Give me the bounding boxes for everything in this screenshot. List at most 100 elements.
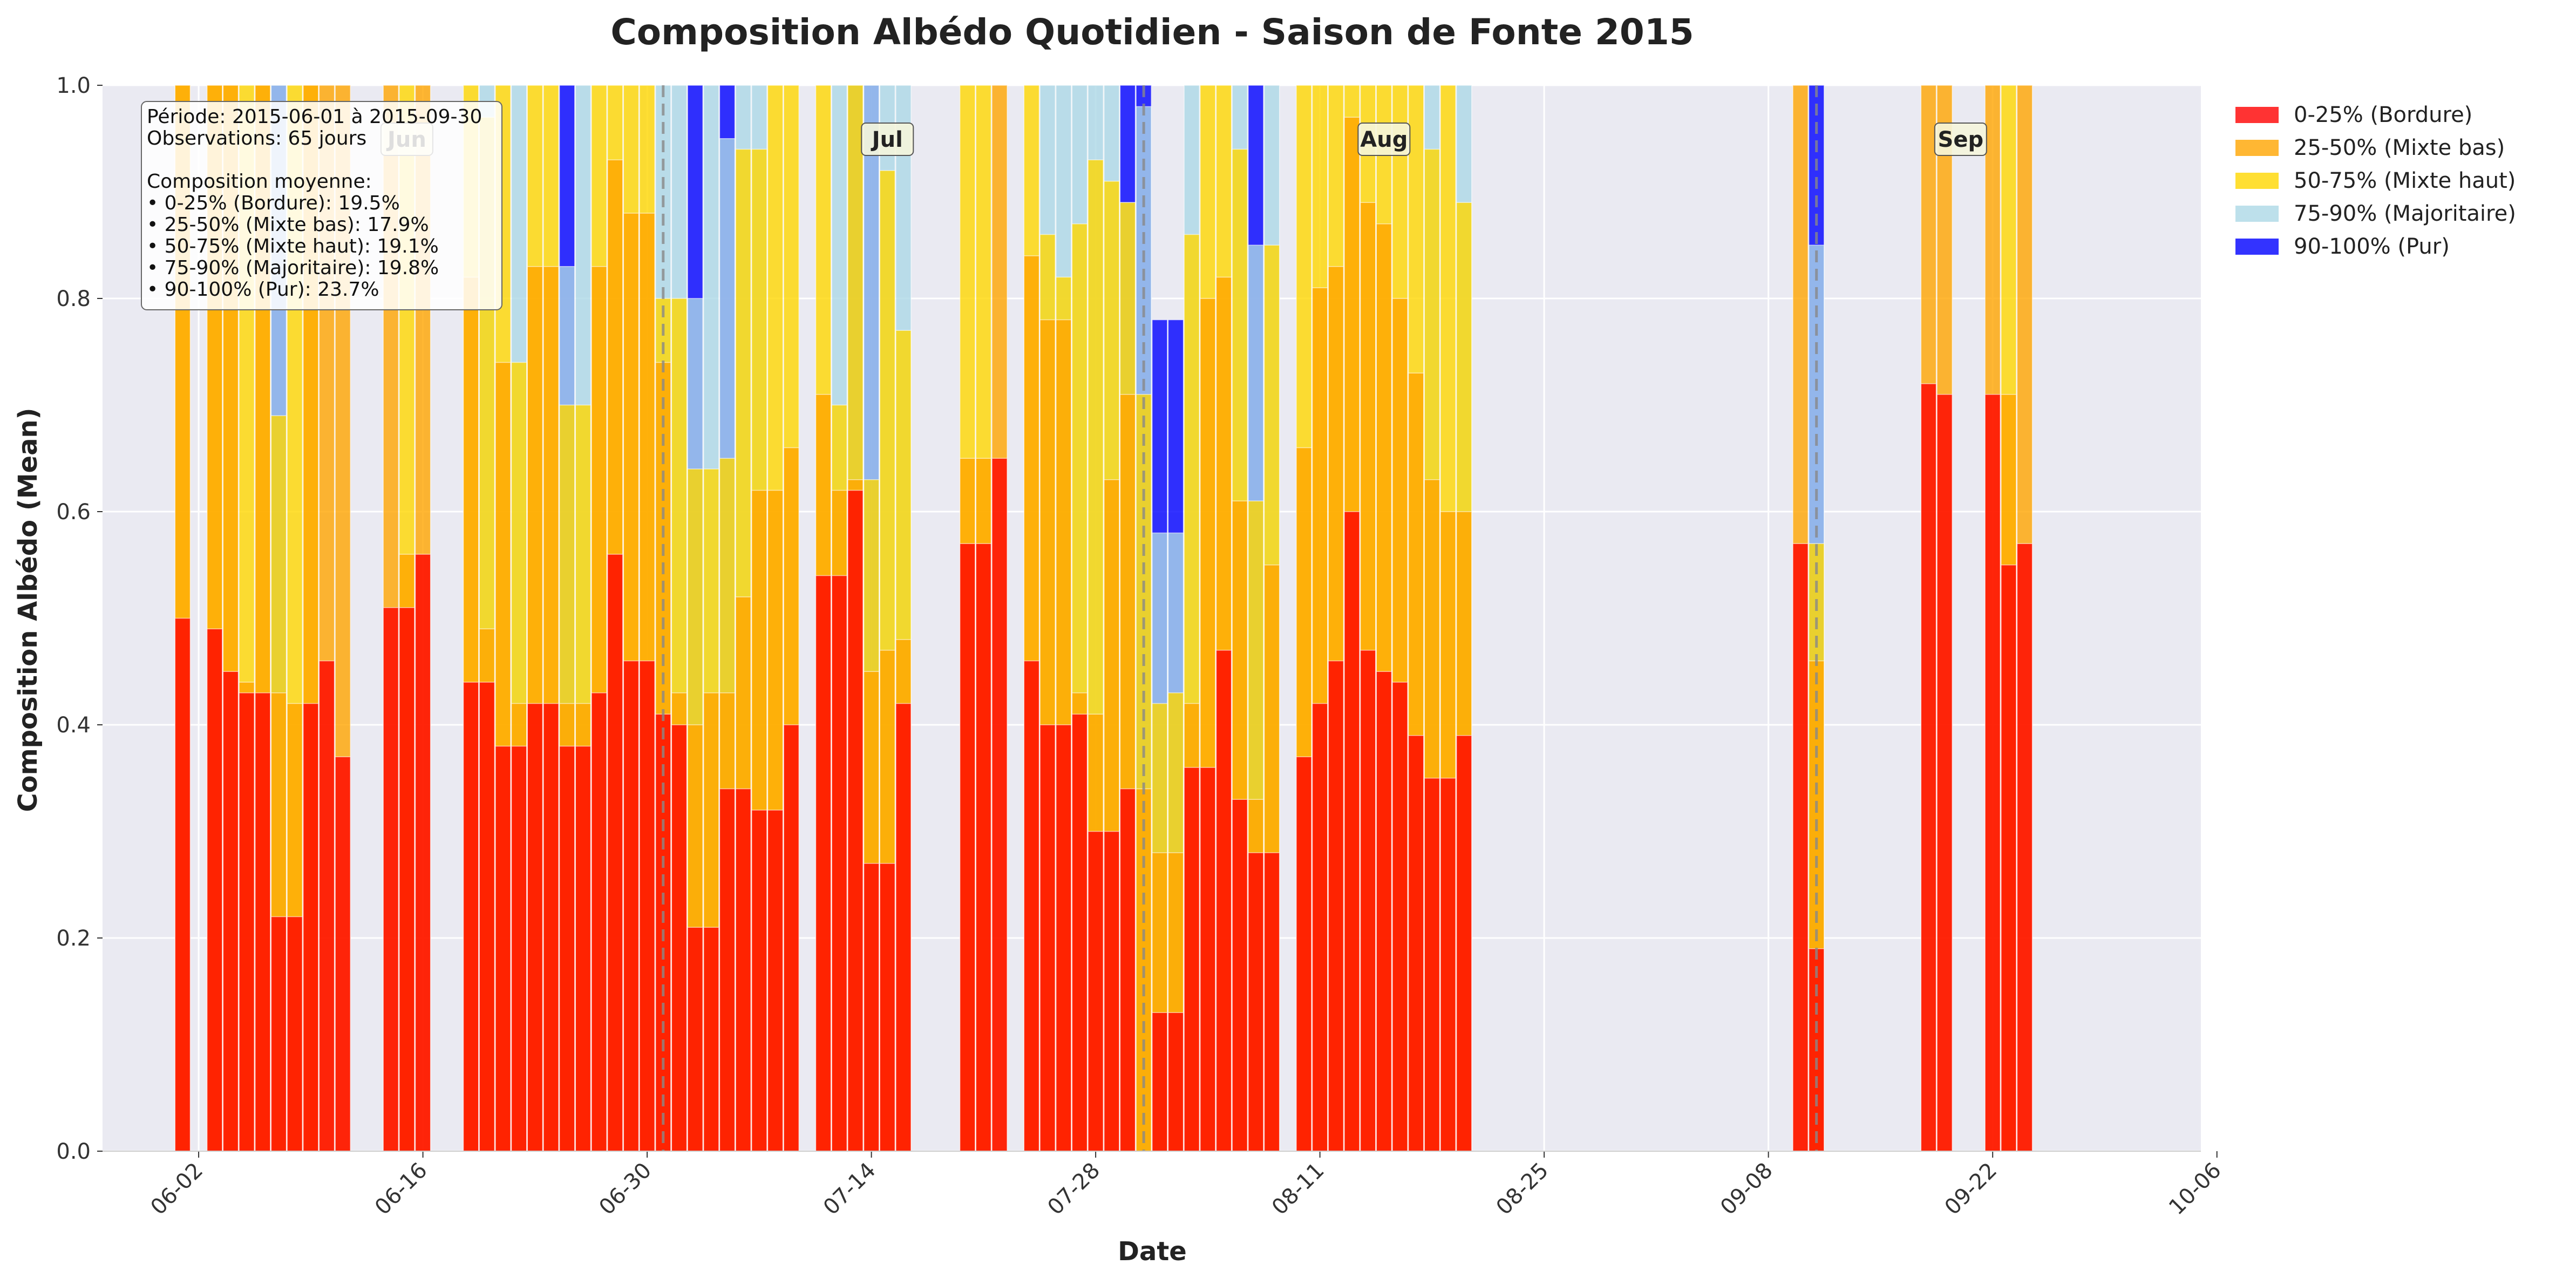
bar-0-2015-07-14 [863,863,880,1152]
legend: 0-25% (Bordure) 25-50% (Mixte bas) 50-75% … [2235,103,2516,259]
bar-0-2015-06-08 [287,916,303,1152]
y-tick-label: 0.0 [56,1139,91,1164]
legend-swatch [2235,239,2279,255]
bar-0-2015-07-28 [1088,831,1104,1152]
legend-swatch [2235,140,2279,156]
bar-0-2015-07-16 [895,703,912,1152]
bar-0-2015-07-03 [687,927,703,1152]
y-tick-label: 0.4 [56,713,91,738]
bar-0-2015-07-26 [1055,724,1072,1152]
info-line: Observations: 65 jours [147,127,366,149]
bar-0-2015-06-29 [623,660,640,1152]
bar-0-2015-06-27 [591,692,607,1152]
bar-0-2015-07-13 [847,490,864,1152]
bar-0-2015-06-22 [511,745,527,1152]
bar-0-2015-09-24 [2016,543,2033,1152]
bar-0-2015-06-03 [206,628,223,1152]
bar-0-2015-07-08 [767,810,784,1152]
info-line: • 0-25% (Bordure): 19.5% [147,192,400,214]
bar-0-2015-07-27 [1071,713,1088,1152]
bar-0-2015-08-12 [1328,660,1344,1152]
bar-0-2015-07-29 [1103,831,1120,1152]
bar-0-2015-06-28 [607,554,623,1152]
legend-label: 50-75% (Mixte haut) [2294,168,2516,193]
bar-0-2015-08-18 [1424,778,1440,1152]
bar-0-2015-08-17 [1408,735,1424,1152]
bar-0-2015-08-07 [1248,852,1264,1152]
bar-0-2015-08-20 [1456,735,1472,1152]
bar-0-2015-07-09 [783,724,800,1152]
bar-0-2015-06-23 [527,703,543,1152]
month-marker-box [1357,123,1411,156]
bar-0-2015-08-10 [1296,756,1312,1152]
bar-0-2015-09-10 [1792,543,1809,1152]
bar-0-2015-08-04 [1200,767,1216,1152]
chart-title: Composition Albédo Quotidien - Saison de… [610,11,1694,53]
info-box-frame [141,101,502,310]
bar-0-2015-07-24 [1023,660,1040,1152]
bar-0-2015-06-25 [559,745,575,1152]
bar-0-2015-06-05 [239,692,255,1152]
bar-0-2015-06-24 [543,703,559,1152]
legend-swatch [2235,173,2279,189]
bar-0-2015-07-25 [1039,724,1056,1152]
info-line: Période: 2015-06-01 à 2015-09-30 [147,106,482,128]
bar-0-2015-08-16 [1392,682,1408,1152]
bar-0-2015-07-04 [703,927,719,1152]
bar-0-2015-08-08 [1263,852,1280,1152]
bar-0-2015-07-22 [991,458,1008,1152]
legend-label: 25-50% (Mixte bas) [2294,135,2505,160]
y-tick-label: 1.0 [56,73,91,98]
bar-0-2015-07-02 [671,724,688,1152]
bar-0-2015-07-07 [751,810,767,1152]
bar-0-2015-06-06 [254,692,271,1152]
bar-0-2015-09-22 [1984,394,2001,1152]
bar-0-2015-08-14 [1360,650,1376,1152]
bar-0-2015-08-13 [1344,511,1360,1152]
bar-0-2015-08-03 [1184,767,1200,1152]
bar-0-2015-06-01 [174,617,191,1152]
bar-0-2015-07-05 [719,788,736,1152]
bar-0-2015-07-15 [879,863,896,1152]
y-tick-label: 0.2 [56,926,91,951]
legend-swatch [2235,107,2279,123]
bar-0-2015-06-20 [479,682,495,1152]
bar-0-2015-06-07 [270,916,287,1152]
legend-label: 0-25% (Bordure) [2294,103,2472,127]
bar-0-2015-06-15 [399,607,415,1152]
info-box: Période: 2015-06-01 à 2015-09-30Observat… [141,101,502,310]
bar-0-2015-08-05 [1215,650,1232,1152]
bar-0-2015-06-19 [463,682,479,1152]
bar-0-2015-08-19 [1440,778,1456,1152]
y-axis-label: Composition Albédo (Mean) [13,407,43,812]
month-marker-label: Jul [871,127,903,152]
bar-0-2015-08-11 [1311,703,1328,1152]
bar-0-2015-07-12 [831,575,848,1152]
info-line: • 75-90% (Majoritaire): 19.8% [147,257,439,279]
bar-0-2015-06-11 [335,756,351,1152]
bar-0-2015-07-21 [975,543,992,1152]
legend-swatch [2235,206,2279,222]
info-line: • 90-100% (Pur): 23.7% [147,278,379,301]
legend-label: 75-90% (Majoritaire) [2294,201,2516,226]
bar-0-2015-06-16 [414,554,431,1152]
bar-0-2015-07-06 [735,788,752,1152]
month-marker-box [1934,123,1987,156]
y-tick-label: 0.6 [56,500,91,525]
bar-0-2015-06-14 [383,607,399,1152]
month-marker-label: Aug [1360,127,1408,152]
month-marker-label: Sep [1938,127,1984,152]
bar-0-2015-06-26 [575,745,592,1152]
info-line: Composition moyenne: [147,171,372,193]
bar-0-2015-08-06 [1232,799,1248,1152]
bar-0-2015-06-30 [639,660,655,1152]
x-axis-label: Date [1118,1236,1187,1267]
info-line: • 25-50% (Mixte bas): 17.9% [147,214,429,236]
bar-0-2015-06-10 [318,660,335,1152]
bar-0-2015-09-23 [2000,565,2017,1152]
bar-0-2015-09-19 [1936,394,1953,1152]
bar-0-2015-07-11 [815,575,832,1152]
bar-0-2015-07-30 [1119,788,1136,1152]
